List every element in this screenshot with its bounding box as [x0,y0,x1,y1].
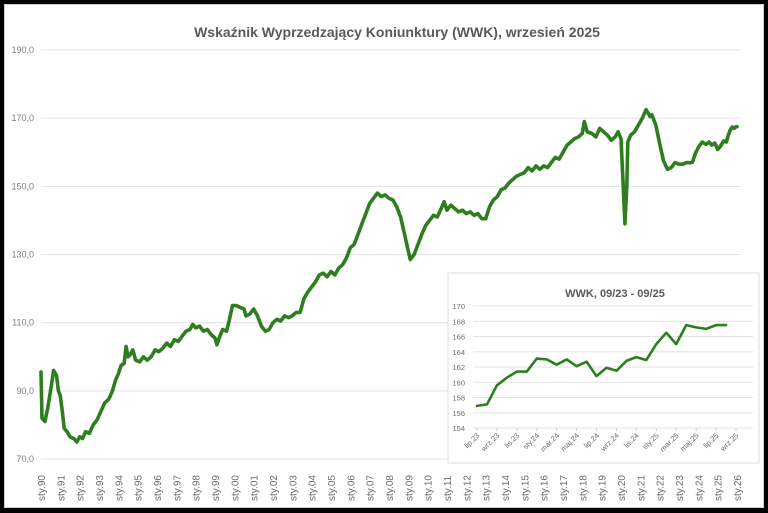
main-y-tick-label: 130,0 [11,250,34,260]
inset-y-tick-label: 160 [452,378,465,387]
inset-chart: WWK, 09/23 - 09/25 154 156 158 160 162 164 166… [447,272,760,464]
main-x-tick-label: sty.04 [308,475,319,501]
main-x-tick-label: sty.92 [76,475,87,501]
main-x-tick-label: sty.05 [327,475,338,501]
main-x-tick-label: sty.95 [134,475,145,501]
main-y-tick-label: 150,0 [11,181,34,191]
main-x-tick-label: sty.11 [443,475,454,501]
main-x-tick-label: sty.17 [559,475,570,501]
main-x-tick-label: sty.10 [424,475,435,501]
chart-frame: Wskaźnik Wyprzedzający Koniunktury (WWK)… [4,4,764,508]
main-x-tick-label: sty.16 [540,475,551,501]
main-x-tick-label: sty.93 [95,475,106,501]
inset-y-tick-label: 158 [452,394,465,403]
inset-y-tick-label: 166 [452,333,465,342]
main-x-tick-label: sty.25 [714,475,725,501]
main-x-tick-label: sty.98 [192,475,203,501]
inset-y-tick-label: 162 [452,363,465,372]
main-x-tick-label: sty.97 [172,475,183,501]
chart-canvas: Wskaźnik Wyprzedzający Koniunktury (WWK)… [11,24,760,501]
main-gridlines [41,49,741,460]
inset-y-tick-label: 170 [452,302,465,311]
inset-y-tick-label: 168 [452,317,465,326]
inset-series-line [475,323,728,408]
main-x-tick-label: sty.14 [501,475,512,501]
inset-y-axis: 154 156 158 160 162 164 166 168 170 [452,302,465,433]
inset-y-tick-label: 164 [452,348,465,357]
inset-background [447,272,760,464]
main-x-tick-label: sty.26 [733,475,744,501]
main-x-tick-label: sty.12 [462,475,473,501]
main-x-axis: sty.90 sty.91 sty.92 sty.93 sty.94 sty.95 sty.… [37,475,744,501]
inset-chart-title: WWK, 09/23 - 09/25 [565,288,665,300]
main-x-tick-label: sty.91 [56,475,67,501]
main-y-tick-label: 170,0 [11,113,34,123]
main-y-tick-label: 90,0 [16,386,34,396]
inset-y-tick-label: 156 [452,409,465,418]
main-x-tick-label: sty.15 [520,475,531,501]
main-x-tick-label: sty.90 [37,475,48,501]
main-x-tick-label: sty.03 [288,475,299,501]
main-x-tick-label: sty.13 [482,475,493,501]
inset-gridlines [473,305,753,429]
main-x-tick-label: sty.24 [694,475,705,501]
main-x-tick-label: sty.06 [346,475,357,501]
main-y-tick-label: 110,0 [12,318,34,328]
main-series-line [39,107,739,444]
main-x-tick-label: sty.19 [598,475,609,501]
main-x-tick-label: sty.09 [404,475,415,501]
main-x-tick-label: sty.00 [230,475,241,501]
main-x-tick-label: sty.20 [617,475,628,501]
main-x-tick-label: sty.02 [269,475,280,501]
main-y-tick-label: 190,0 [11,45,34,55]
main-x-tick-label: sty.08 [385,475,396,501]
main-x-tick-label: sty.21 [636,475,647,501]
main-x-tick-label: sty.94 [114,475,125,501]
main-x-tick-label: sty.01 [250,475,261,501]
inset-y-tick-label: 154 [452,424,465,433]
main-x-tick-label: sty.99 [211,475,222,501]
main-x-tick-label: sty.96 [153,475,164,501]
main-chart-title: Wskaźnik Wyprzedzający Koniunktury (WWK)… [194,24,600,40]
main-y-tick-label: 70,0 [16,454,34,464]
main-y-axis: 70,0 90,0 110,0 130,0 150,0 170,0 190,0 [11,45,34,464]
main-x-tick-label: sty.07 [366,475,377,501]
main-x-tick-label: sty.18 [578,475,589,501]
main-x-tick-label: sty.23 [675,475,686,501]
main-x-tick-label: sty.22 [656,475,667,501]
